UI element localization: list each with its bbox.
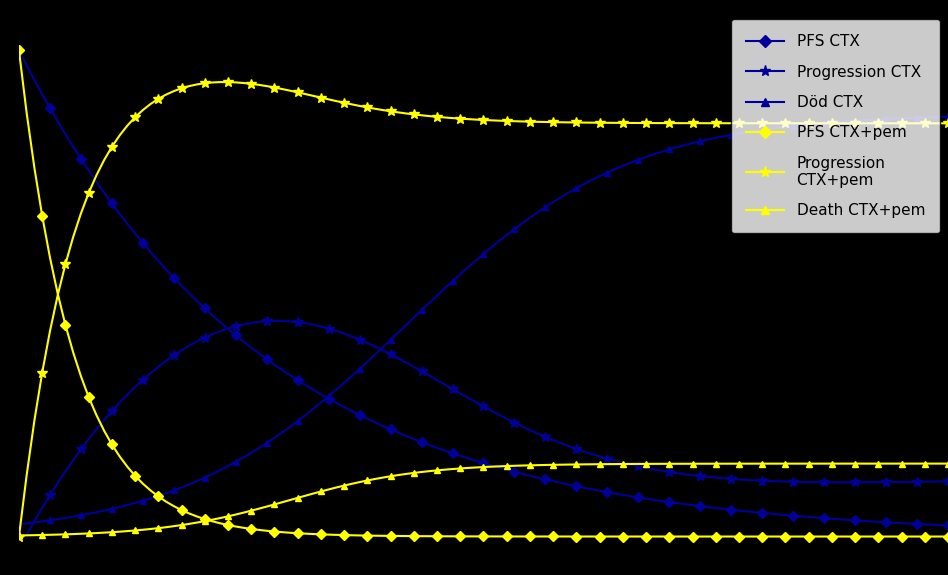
Legend: PFS CTX, Progression CTX, Död CTX, PFS CTX+pem, Progression
CTX+pem, Death CTX+p: PFS CTX, Progression CTX, Död CTX, PFS C… (731, 19, 940, 233)
